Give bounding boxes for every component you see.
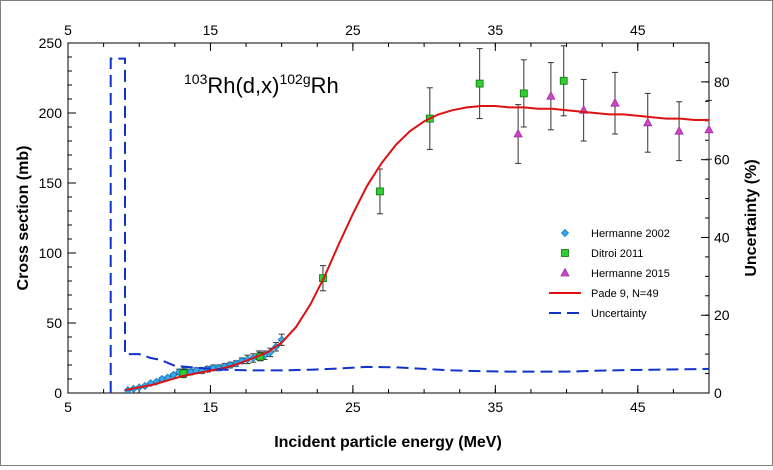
legend-label: Hermanne 2002 xyxy=(591,228,670,240)
series-uncertainty xyxy=(109,57,710,393)
data-point xyxy=(475,79,484,88)
legend-label: Ditroi 2011 xyxy=(591,248,643,260)
legend-label: Hermanne 2015 xyxy=(591,268,670,280)
data-point xyxy=(704,124,714,134)
x-tick-label: 35 xyxy=(488,399,504,415)
y2-tick-label: 60 xyxy=(714,152,730,168)
legend-marker xyxy=(561,249,569,257)
y-axis-label: Cross section (mb) xyxy=(15,146,32,291)
legend-marker xyxy=(560,267,570,277)
legend-item: Hermanne 2015 xyxy=(560,267,670,280)
legend-item: Pade 9, N=49 xyxy=(549,288,659,300)
legend-item: Uncertainty xyxy=(549,308,647,320)
y2-tick-label: 0 xyxy=(714,385,722,401)
data-point xyxy=(376,187,384,196)
x-axis-label: Incident particle energy (MeV) xyxy=(274,434,502,451)
x-top-tick-label: 15 xyxy=(203,22,219,38)
chart-title: 103Rh(d,x)102gRh xyxy=(184,71,339,98)
data-point xyxy=(643,117,653,127)
plot-area xyxy=(67,42,710,394)
data-point xyxy=(610,97,620,107)
y-tick-label: 100 xyxy=(39,245,63,261)
x-top-tick-label: 35 xyxy=(488,22,504,38)
x-top-tick-label: 5 xyxy=(64,22,72,38)
title-mass-2: 102g xyxy=(279,71,310,87)
y-tick-label: 0 xyxy=(54,385,62,401)
uncertainty-line xyxy=(109,57,710,393)
x-tick-label: 15 xyxy=(203,399,219,415)
y-tick-label: 150 xyxy=(39,175,63,191)
x-tick-label: 5 xyxy=(64,399,72,415)
legend-marker xyxy=(560,228,570,238)
legend: Hermanne 2002 Ditroi 2011 Hermanne 2015 Pad… xyxy=(549,228,670,320)
data-point xyxy=(513,128,523,138)
y2-tick-label: 80 xyxy=(714,74,730,90)
legend-item: Ditroi 2011 xyxy=(561,248,643,260)
x-top-tick-label: 25 xyxy=(345,22,361,38)
y2-tick-label: 20 xyxy=(714,307,730,323)
title-reaction: Rh(d,x) xyxy=(207,73,279,98)
data-point xyxy=(519,89,528,98)
fit-line xyxy=(124,105,709,392)
data-point xyxy=(559,76,568,85)
y-tick-label: 50 xyxy=(46,315,62,331)
y2-tick-label: 40 xyxy=(714,229,730,245)
x-top-tick-label: 45 xyxy=(630,22,646,38)
axis-ticks: 5 5 15 15 25 25 35 35 45 45 0 50 100 150 200 250 0 20 40 60… xyxy=(39,22,730,415)
y-tick-label: 250 xyxy=(39,35,63,51)
y-tick-label: 200 xyxy=(39,105,63,121)
chart-marks xyxy=(109,45,714,395)
legend-label: Uncertainty xyxy=(591,308,647,320)
y2-axis-label: Uncertainty (%) xyxy=(743,159,760,276)
legend-label: Pade 9, N=49 xyxy=(591,288,659,300)
data-point xyxy=(674,125,684,135)
data-point xyxy=(546,90,556,100)
title-mass-1: 103 xyxy=(184,71,208,87)
legend-item: Hermanne 2002 xyxy=(560,228,670,240)
x-tick-label: 25 xyxy=(345,399,361,415)
title-product: Rh xyxy=(311,73,339,98)
x-tick-label: 45 xyxy=(630,399,646,415)
series-pade-9-n-49 xyxy=(124,105,709,392)
